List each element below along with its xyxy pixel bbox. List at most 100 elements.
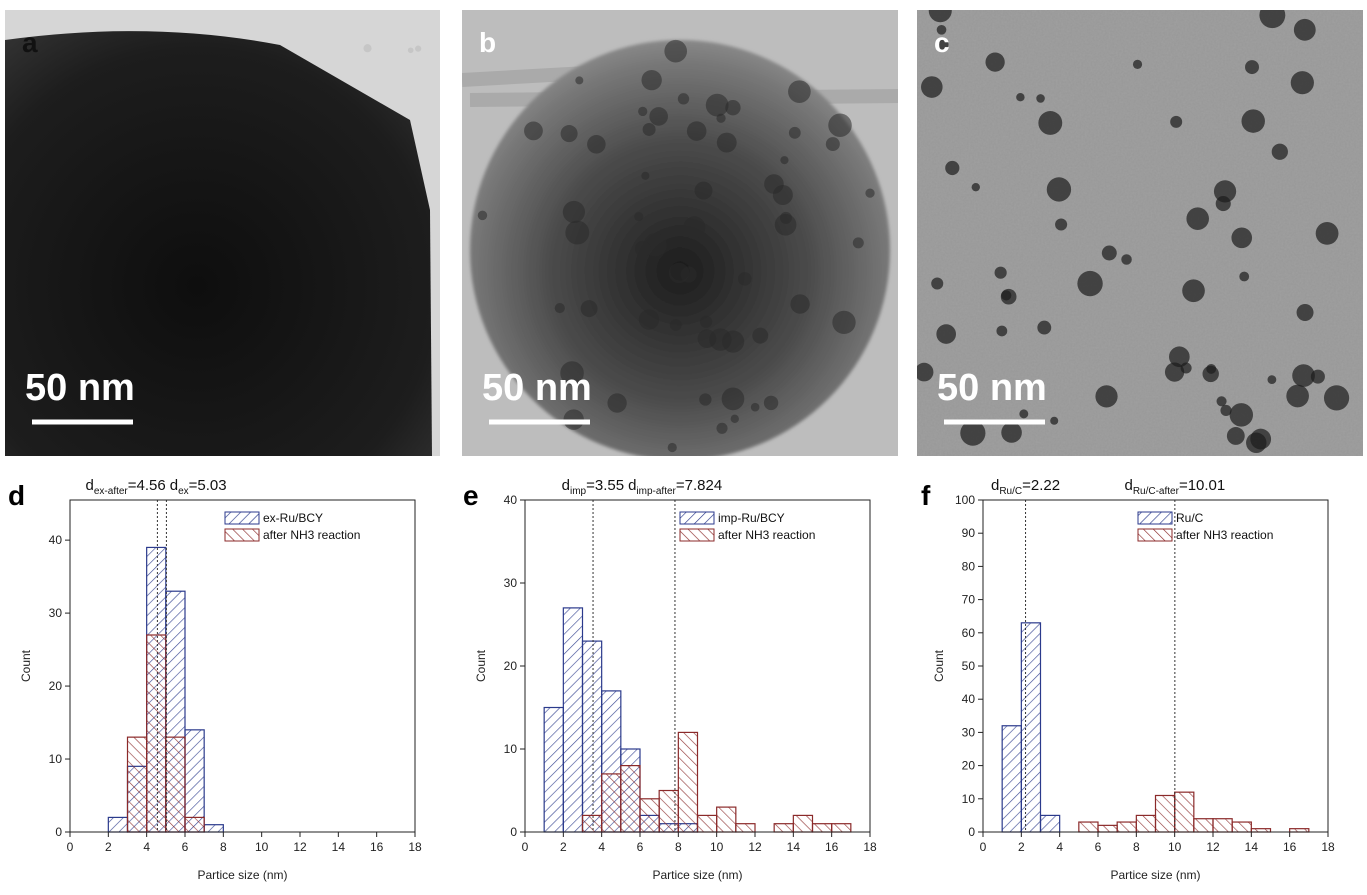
histogram-bar	[639, 798, 660, 833]
histogram-bar	[1097, 824, 1118, 833]
y-tick-label: 60	[962, 626, 976, 640]
particle	[1132, 59, 1143, 69]
particle	[634, 212, 644, 222]
x-tick-label: 10	[710, 840, 724, 854]
particle	[763, 395, 779, 411]
particle	[1226, 427, 1245, 445]
x-tick-label: 10	[255, 840, 269, 854]
particle	[565, 220, 590, 245]
legend-swatch	[1137, 528, 1173, 542]
annotation: dex-after=4.56	[86, 477, 166, 497]
particle	[788, 80, 811, 103]
x-tick-label: 2	[560, 840, 567, 854]
legend-swatch	[224, 528, 260, 542]
particle	[1220, 404, 1232, 416]
y-tick-label: 40	[504, 493, 518, 507]
x-tick-label: 0	[980, 840, 987, 854]
annotation: dex=5.03	[170, 477, 227, 497]
annotation: dimp=3.55	[562, 477, 624, 497]
x-tick-label: 12	[1206, 840, 1220, 854]
x-tick-label: 2	[105, 840, 112, 854]
x-axis-label: Partice size (nm)	[1110, 868, 1200, 882]
histogram-bar	[1116, 821, 1137, 833]
particle	[790, 294, 810, 314]
particle	[725, 100, 741, 116]
particle	[1293, 18, 1316, 41]
panel-label: e	[463, 480, 479, 511]
particle	[1095, 385, 1118, 408]
x-tick-label: 16	[1283, 840, 1297, 854]
particle	[928, 10, 952, 23]
particle	[1286, 384, 1309, 408]
x-tick-label: 14	[787, 840, 801, 854]
annotation-value: =4.56	[128, 477, 166, 494]
particle	[575, 76, 584, 85]
particle	[865, 188, 875, 198]
histogram-bar	[1231, 821, 1252, 833]
histogram-bar	[203, 824, 224, 833]
particle	[705, 93, 729, 117]
particle	[641, 69, 662, 91]
particle	[680, 266, 697, 283]
particle	[1229, 403, 1254, 427]
particle	[1271, 143, 1288, 160]
particle	[524, 121, 543, 141]
annotation-subscript: Ru/C-after	[1133, 486, 1180, 497]
particle	[1323, 385, 1350, 411]
particle	[699, 393, 712, 406]
legend-swatch	[679, 511, 715, 525]
y-tick-label: 30	[49, 606, 63, 620]
particle	[1121, 254, 1132, 265]
y-tick-label: 40	[49, 533, 63, 547]
particle	[1292, 364, 1315, 387]
histogram-bar	[735, 823, 756, 833]
x-tick-label: 14	[332, 840, 346, 854]
y-tick-label: 40	[962, 692, 976, 706]
x-tick-label: 2	[1018, 840, 1025, 854]
legend-swatch	[224, 511, 260, 525]
scale-bar-label: 50 nm	[937, 367, 1047, 409]
histogram-bar	[716, 806, 737, 833]
annotation-subscript: imp-after	[636, 486, 676, 497]
x-tick-label: 18	[408, 840, 422, 854]
particle	[1267, 375, 1277, 385]
y-tick-label: 0	[968, 825, 975, 839]
particle	[730, 414, 739, 424]
histogram-bar	[620, 764, 641, 833]
x-axis-label: Partice size (nm)	[652, 868, 742, 882]
particle	[1202, 365, 1219, 383]
histogram-bar	[165, 736, 186, 833]
x-tick-label: 18	[863, 840, 877, 854]
particle	[667, 442, 677, 453]
histogram-bar	[562, 607, 584, 833]
y-tick-label: 10	[504, 742, 518, 756]
particle	[1245, 60, 1259, 75]
legend-label: imp-Ru/BCY	[718, 511, 785, 525]
y-tick-label: 80	[962, 559, 976, 573]
particle	[971, 182, 980, 192]
histogram-bar	[1078, 821, 1099, 833]
x-tick-label: 10	[1168, 840, 1182, 854]
x-tick-label: 16	[370, 840, 384, 854]
annotation-value: =3.55	[586, 477, 624, 494]
x-axis-label: Partice size (nm)	[197, 868, 287, 882]
particle	[716, 113, 726, 123]
x-tick-label: 4	[598, 840, 605, 854]
particle	[1164, 362, 1185, 382]
histogram-bar	[146, 634, 167, 833]
particle	[772, 184, 793, 205]
particle	[1246, 432, 1267, 453]
particle	[683, 216, 706, 239]
particle	[917, 362, 934, 382]
particle	[415, 45, 422, 52]
particle	[641, 171, 650, 180]
y-axis-label: Count	[474, 649, 488, 682]
particle	[554, 303, 565, 314]
histogram-bar	[1154, 794, 1176, 833]
histogram-bar	[126, 736, 148, 833]
particle	[996, 325, 1008, 337]
annotation: dRu/C-after=10.01	[1124, 477, 1225, 497]
particle	[407, 47, 414, 54]
particle	[936, 324, 957, 344]
